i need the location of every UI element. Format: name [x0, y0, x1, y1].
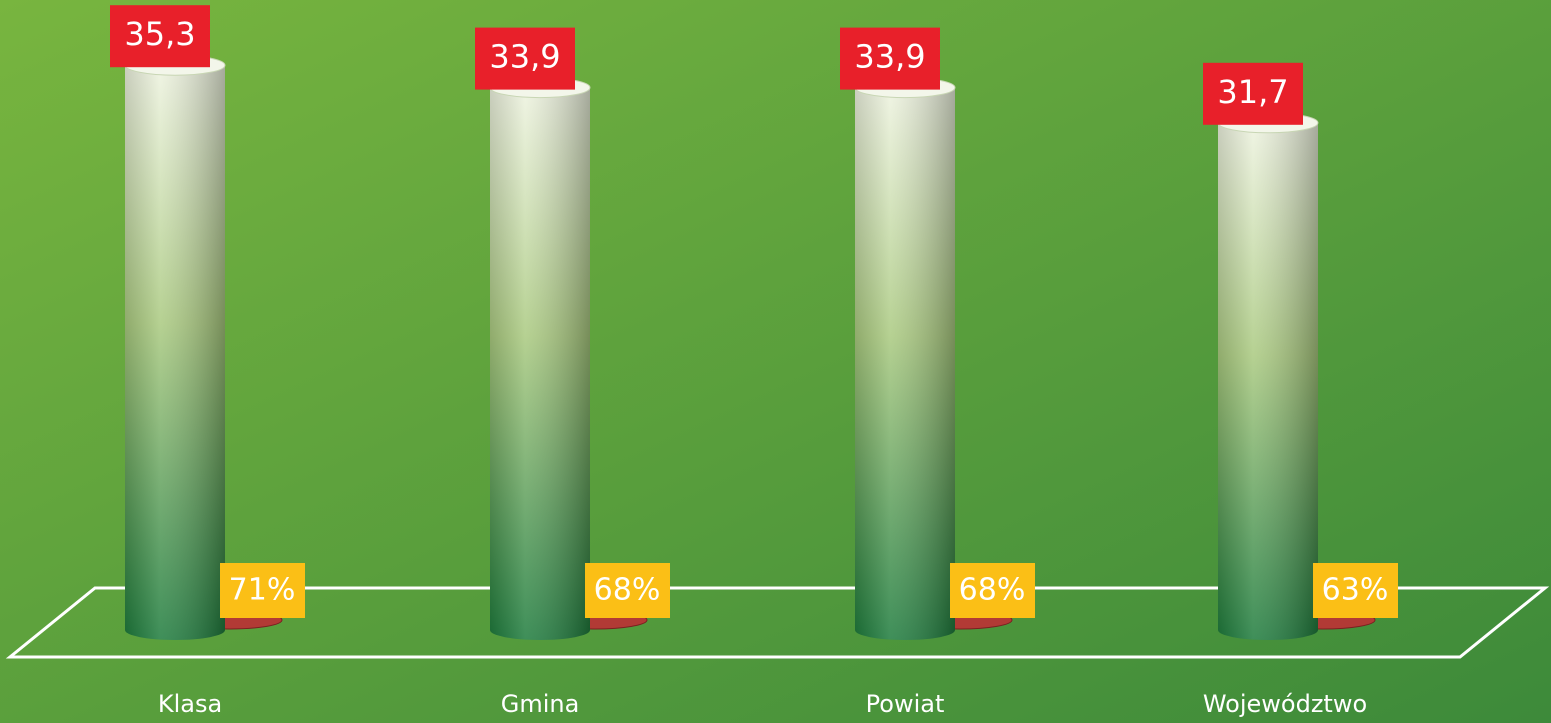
category-label: Klasa [158, 690, 222, 718]
value-label: 33,9 [854, 38, 925, 76]
value-label: 35,3 [124, 15, 195, 53]
category-label: Województwo [1203, 690, 1367, 718]
cylinder-shade [855, 88, 955, 640]
category-label: Gmina [501, 690, 580, 718]
percent-label: 71% [229, 573, 296, 608]
cylinder-shade [1218, 123, 1318, 640]
chart: 35,3 71% Klasa 33,9 68% Gmina 33,9 68% Powiat 31,… [0, 0, 1551, 723]
value-label: 31,7 [1217, 73, 1288, 111]
percent-label: 68% [959, 573, 1026, 608]
category-label: Powiat [866, 690, 945, 718]
percent-label: 68% [594, 573, 661, 608]
cylinder-shade [490, 88, 590, 640]
value-label: 33,9 [489, 38, 560, 76]
cylinder-shade [125, 65, 225, 640]
percent-label: 63% [1322, 573, 1389, 608]
